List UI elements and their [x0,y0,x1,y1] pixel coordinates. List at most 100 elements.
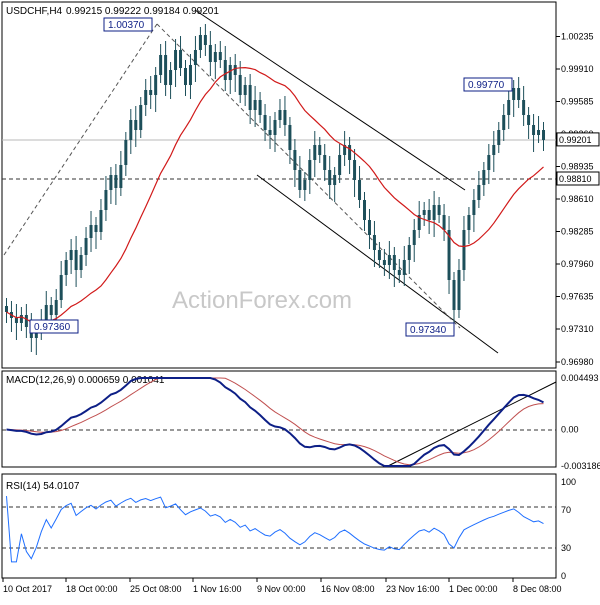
candle-body [517,88,521,100]
time-axis: 10 Oct 2017 18 Oct 00:00 25 Oct 08:00 1 Nov… [2,578,562,594]
rsi-tick-label: 100 [561,477,576,487]
candle-body [233,65,237,75]
candle-body [218,52,222,60]
channel-mid-line [156,23,461,329]
candle-body [44,305,48,320]
candle-body [482,170,486,185]
candle-body [278,110,282,120]
current-price-label: 0.99201 [559,135,592,145]
price-tick-label: 0.97635 [561,292,594,302]
macd-axis: 0.004493 0.00 -0.003186 [561,373,600,471]
macd-title: MACD(12,26,9) 0.000659 0.001041 [6,375,165,386]
channel-upper-line [194,9,466,191]
rsi-tick-label: 30 [561,543,571,553]
candle-body [104,190,108,210]
rsi-tick-label: 70 [561,505,571,515]
candle-body [14,318,18,323]
price-tick-label: 0.99585 [561,97,594,107]
candle-body [532,125,536,135]
candle-body [79,255,83,270]
candle-body [372,235,376,250]
candle-body [268,130,272,135]
candle-body [303,180,307,190]
candle-body [243,85,247,95]
candle-body [49,305,53,315]
price-axis: 1.002350.999100.995850.992600.989350.986… [556,32,600,367]
candles [4,24,546,355]
candle-body [402,260,406,275]
candle-body [377,250,381,260]
candle-body [174,50,178,70]
candle-body [447,230,451,280]
candle-body [203,35,207,45]
candle-body [333,175,337,185]
candle-body [442,215,446,230]
candle-body [198,35,202,50]
candle-body [427,210,431,220]
candle-body [213,52,217,62]
time-tick-label: 8 Dec 08:00 [513,584,562,594]
time-tick-label: 16 Nov 08:00 [321,584,375,594]
candle-body [343,145,347,155]
rsi-line [6,496,544,563]
candle-body [253,100,257,110]
macd-tick-label: -0.003186 [561,461,600,471]
candle-body [124,140,128,165]
candle-body [422,210,426,215]
candle-body [134,120,138,130]
candle-body [208,45,212,62]
price-annotations: 1.00370 0.99770 0.97360 0.97340 [29,17,513,337]
level-price-label: 0.98810 [559,174,592,184]
price-annotation-box [405,322,455,337]
candle-body [74,250,78,270]
candle-body [328,170,332,185]
candle-body [363,200,367,220]
candle-body [238,75,242,95]
sma-line [6,66,544,325]
candle-body [487,155,491,170]
time-tick-label: 9 Nov 00:00 [257,584,306,594]
candle-body [288,125,292,150]
price-annotation-box [463,77,513,92]
candle-body [89,225,93,238]
candle-body [452,280,456,310]
candle-body [4,306,8,312]
candle-body [407,245,411,260]
price-panel-frame [1,1,557,369]
candle-body [348,145,352,160]
candle-body [323,155,327,170]
candle-body [59,275,63,300]
candle-body [258,100,262,115]
rsi-axis: 100 70 30 0 [561,477,576,581]
candle-body [432,205,436,220]
trend-channels [3,9,499,354]
macd-tick-label: 0.004493 [561,373,599,383]
candle-body [462,230,466,270]
candle-body [338,155,342,175]
candle-body [183,68,187,85]
rsi-title: RSI(14) 54.0107 [6,481,80,492]
candle-body [512,88,516,100]
time-tick-label: 23 Nov 16:00 [386,584,440,594]
candle-body [412,230,416,245]
price-tick-label: 0.99910 [561,64,594,74]
macd-signal-line [6,377,544,466]
ohlc-label: 0.99215 0.99222 0.99184 0.99201 [66,6,219,17]
candle-body [109,175,113,190]
candle-body [159,55,163,75]
candle-body [397,270,401,275]
candle-body [283,110,287,125]
time-tick-label: 25 Oct 08:00 [130,584,182,594]
candle-body [19,315,23,323]
candle-body [472,200,476,215]
candle-body [308,160,312,180]
candle-body [228,65,232,80]
price-annotation-label: 0.97340 [410,325,447,336]
price-hlines [2,139,556,180]
candle-body [497,130,501,145]
candle-body [417,215,421,230]
candle-body [382,260,386,265]
candle-body [64,260,68,275]
candle-body [527,115,531,125]
